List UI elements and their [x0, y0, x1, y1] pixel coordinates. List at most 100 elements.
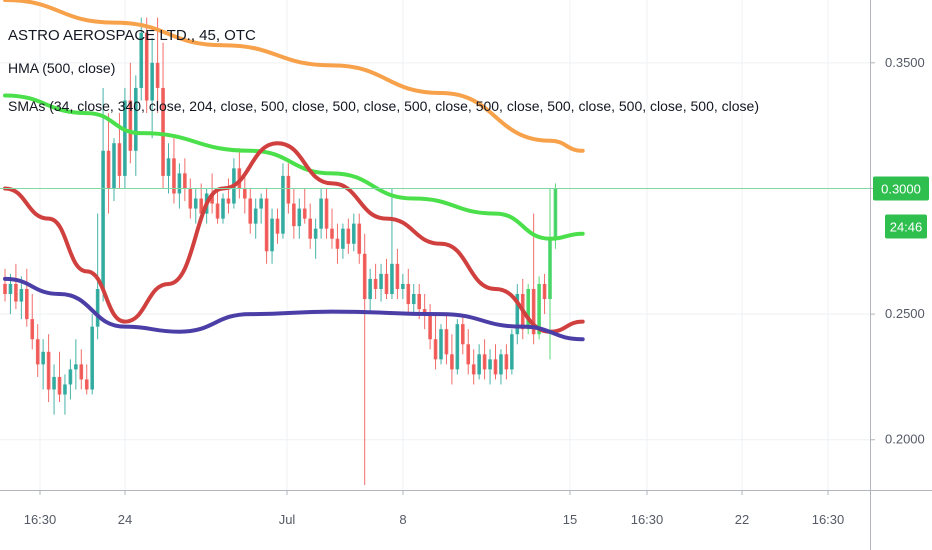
candle	[428, 304, 432, 350]
candle	[134, 75, 138, 176]
candle	[406, 268, 411, 315]
indicator-line-red	[3, 141, 585, 334]
candle	[450, 334, 454, 385]
candle	[35, 324, 40, 377]
candle	[510, 329, 514, 375]
candle	[84, 364, 89, 395]
candle	[471, 349, 476, 385]
candle	[177, 163, 182, 209]
candle	[215, 188, 220, 224]
candle	[243, 173, 247, 214]
countdown-badge	[885, 214, 927, 239]
candle	[275, 208, 280, 244]
candle	[68, 359, 73, 400]
y-tick-label: 0.3500	[885, 55, 925, 70]
candle	[313, 218, 318, 259]
candle	[362, 233, 367, 485]
candle	[373, 263, 378, 300]
candle	[79, 349, 84, 390]
candle	[297, 198, 302, 239]
candle	[433, 314, 438, 370]
x-tick-label: 24	[118, 512, 132, 527]
candle	[319, 188, 323, 239]
candle	[226, 178, 231, 214]
candle	[455, 319, 460, 375]
candle	[161, 42, 165, 189]
candle	[270, 208, 274, 264]
candle	[30, 294, 35, 350]
candle	[155, 17, 160, 114]
candle	[106, 113, 111, 214]
hma-legend[interactable]: HMA (500, close)	[8, 60, 116, 76]
indicator-line-orange	[3, 0, 585, 153]
time-axis-bg	[0, 490, 932, 550]
x-tick-label: 8	[399, 512, 406, 527]
candle	[488, 349, 492, 385]
candle	[144, 17, 149, 114]
candle	[341, 223, 345, 259]
x-tick-label: Jul	[279, 512, 296, 527]
smas-legend[interactable]: SMAs (34, close, 340, close, 204, close,…	[8, 98, 759, 114]
candle	[41, 339, 45, 390]
candle	[63, 374, 67, 415]
candle	[237, 148, 242, 199]
candles	[3, 17, 558, 485]
candle	[330, 208, 334, 249]
candle	[139, 17, 144, 101]
candle	[466, 329, 471, 375]
y-tick-label: 0.2000	[885, 432, 925, 447]
candle	[248, 188, 253, 234]
symbol-legend[interactable]: ASTRO AEROSPACE LTD., 45, OTC	[8, 27, 256, 44]
candle	[52, 364, 56, 415]
candle	[46, 334, 51, 403]
indicator-line-blue	[3, 276, 585, 342]
candle	[335, 223, 340, 264]
candle	[422, 294, 427, 330]
x-tick-label: 16:30	[24, 512, 57, 527]
indicator-lines	[3, 0, 585, 342]
candle	[444, 314, 449, 365]
candle	[123, 87, 127, 189]
candle	[352, 213, 356, 252]
y-tick-label: 0.2500	[885, 306, 925, 321]
candle	[411, 283, 416, 315]
candle	[166, 143, 171, 194]
candle	[390, 188, 394, 300]
candle	[19, 276, 24, 320]
candle	[368, 268, 372, 315]
candle	[90, 314, 94, 395]
candle	[25, 268, 29, 327]
candle	[112, 138, 116, 202]
candle	[379, 263, 383, 302]
candle	[395, 248, 400, 300]
candle	[253, 198, 258, 239]
candle	[264, 188, 269, 264]
x-tick-label: 16:30	[812, 512, 845, 527]
candle	[401, 273, 405, 300]
candle	[172, 138, 176, 204]
candle	[74, 339, 78, 390]
last-price-badge	[873, 176, 929, 201]
countdown-label: 24:46	[890, 219, 923, 234]
candle	[3, 268, 7, 302]
x-tick-label: 15	[563, 512, 577, 527]
candle	[14, 263, 18, 310]
candle	[302, 188, 307, 224]
x-tick-label: 22	[735, 512, 749, 527]
candle	[439, 324, 443, 365]
candle	[308, 203, 312, 249]
candle	[504, 344, 509, 380]
candle	[281, 163, 285, 239]
last-price-label: 0.3000	[881, 181, 921, 196]
candle	[101, 87, 105, 302]
candle	[461, 314, 465, 355]
indicator-line-green	[3, 93, 585, 241]
candle	[128, 62, 133, 164]
candle	[384, 258, 389, 300]
candle	[188, 178, 193, 219]
candle	[183, 158, 187, 202]
candle	[542, 273, 547, 315]
candle	[221, 193, 225, 224]
